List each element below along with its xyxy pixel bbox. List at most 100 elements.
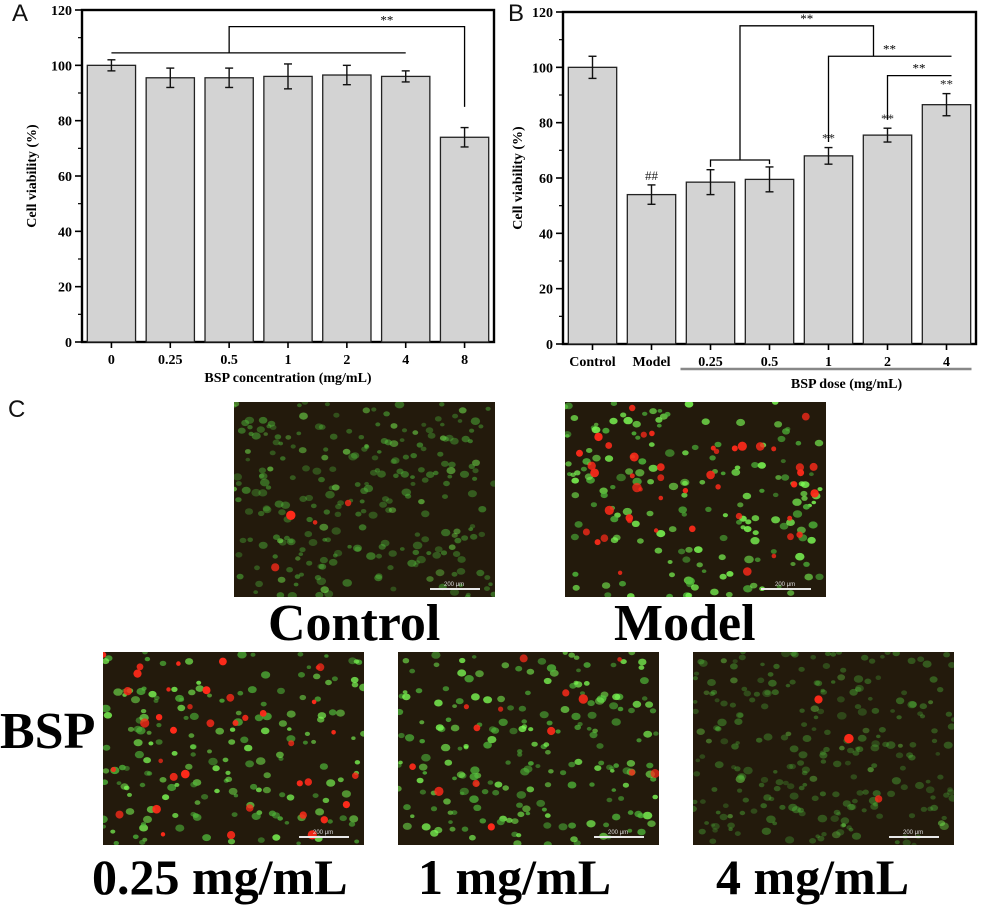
live-cell <box>840 817 850 825</box>
live-cell <box>317 563 325 570</box>
live-cell <box>772 821 778 826</box>
live-cell <box>298 672 305 678</box>
live-cell <box>299 412 308 420</box>
dead-cell <box>594 539 601 546</box>
live-cell <box>709 691 715 696</box>
live-cell <box>441 528 451 537</box>
live-cell <box>801 766 810 774</box>
live-cell <box>709 455 716 461</box>
live-cell <box>401 488 412 497</box>
live-cell <box>433 470 439 476</box>
live-cell <box>887 790 896 797</box>
live-cell <box>430 829 439 837</box>
live-cell <box>574 470 581 476</box>
live-cell <box>263 772 271 779</box>
dead-cell <box>587 461 596 470</box>
live-cell <box>302 465 310 472</box>
live-cell <box>937 687 944 693</box>
live-cell <box>810 705 819 712</box>
live-cell <box>326 779 336 787</box>
live-cell <box>452 551 461 557</box>
live-cell <box>920 806 928 812</box>
dead-cell <box>771 446 777 452</box>
live-cell <box>233 793 239 798</box>
live-cell <box>434 416 442 422</box>
live-cell <box>459 657 466 664</box>
live-cell <box>570 836 578 843</box>
live-cell <box>201 794 209 800</box>
live-cell <box>825 652 831 657</box>
dead-cell <box>617 657 622 662</box>
live-cell <box>738 774 745 779</box>
y-tick-label: 20 <box>539 283 553 298</box>
live-cell <box>668 526 677 533</box>
live-cell <box>851 832 862 840</box>
live-cell <box>725 591 733 597</box>
live-cell <box>736 519 742 525</box>
y-tick-label: 60 <box>539 172 553 187</box>
live-cell <box>448 544 456 550</box>
live-cell <box>586 448 593 453</box>
dead-cell <box>166 687 171 692</box>
live-cell <box>571 492 580 499</box>
bar <box>626 193 677 345</box>
live-cell <box>833 760 842 768</box>
dead-cell <box>809 462 818 471</box>
dead-cell <box>650 769 659 778</box>
live-cell <box>631 520 640 527</box>
live-cell <box>775 779 784 786</box>
live-cell <box>492 789 500 796</box>
live-cell <box>730 663 738 670</box>
live-cell <box>622 782 629 788</box>
live-cell <box>665 449 675 457</box>
live-cell <box>727 814 733 819</box>
live-cell <box>475 670 484 678</box>
live-cell <box>846 825 852 830</box>
live-cell <box>311 739 317 744</box>
live-cell <box>693 805 697 812</box>
dead-cell <box>797 469 805 477</box>
x-tick-label: 4 <box>943 355 950 370</box>
live-cell <box>787 783 795 790</box>
live-cell <box>481 789 489 795</box>
live-cell <box>852 750 860 756</box>
live-cell <box>361 446 368 452</box>
live-cell <box>140 709 147 714</box>
live-cell <box>251 812 261 820</box>
live-cell <box>257 837 265 843</box>
dead-cell <box>342 801 350 809</box>
live-cell <box>739 810 746 816</box>
live-cell <box>189 712 199 720</box>
live-cell <box>360 730 364 737</box>
live-cell <box>516 791 527 799</box>
dead-cell <box>715 484 721 490</box>
live-cell <box>948 662 954 668</box>
dead-cell <box>232 720 239 726</box>
live-cell <box>798 785 805 791</box>
live-cell <box>354 839 360 844</box>
live-cell <box>656 530 666 538</box>
live-cell <box>685 546 693 553</box>
live-cell <box>286 735 296 743</box>
live-cell <box>127 726 135 732</box>
live-cell <box>332 553 338 558</box>
live-cell <box>418 467 425 473</box>
live-cell <box>442 494 448 499</box>
x-tick-label: 0.5 <box>761 355 779 370</box>
live-cell <box>284 821 290 825</box>
live-cell <box>260 727 270 735</box>
live-cell <box>444 759 453 766</box>
live-cell <box>758 782 765 788</box>
live-cell <box>457 746 463 751</box>
live-cell <box>360 509 367 514</box>
live-cell <box>318 563 327 570</box>
live-cell <box>237 427 246 434</box>
dead-cell <box>590 468 599 478</box>
live-cell <box>459 470 470 478</box>
live-cell <box>570 533 579 541</box>
live-cell <box>925 786 935 794</box>
dead-cell <box>547 726 556 736</box>
live-cell <box>710 588 719 596</box>
y-axis-label: Cell viability (%) <box>511 126 526 230</box>
live-cell <box>871 763 878 768</box>
